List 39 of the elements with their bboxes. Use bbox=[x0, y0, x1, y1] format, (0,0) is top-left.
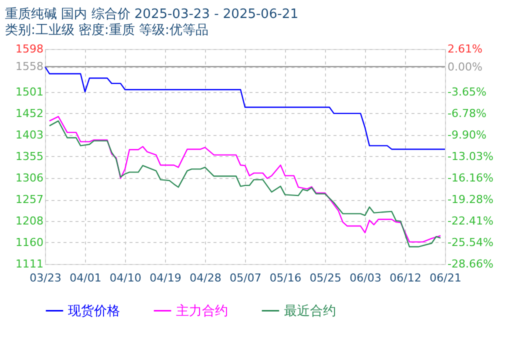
x-tick-label: 06/21 bbox=[430, 272, 462, 284]
y-tick-label: 1355 bbox=[16, 150, 44, 163]
legend-label: 现货价格 bbox=[68, 304, 120, 319]
y2-tick-label: -19.28% bbox=[448, 193, 494, 206]
line-series bbox=[44, 66, 446, 150]
x-tick-label: 04/01 bbox=[70, 272, 102, 284]
x-tick-label: 06/12 bbox=[390, 272, 422, 284]
y-tick-label: 1558 bbox=[16, 60, 44, 74]
x-tick-label: 03/23 bbox=[30, 272, 62, 284]
y-tick-label: 1208 bbox=[16, 214, 44, 228]
y-tick-label: 1403 bbox=[16, 128, 44, 142]
y-tick-label: 1598 bbox=[16, 42, 44, 56]
y-tick-label: 1257 bbox=[16, 193, 44, 206]
y-tick-label: 1111 bbox=[16, 258, 44, 270]
y2-tick-label: -6.78% bbox=[448, 107, 486, 120]
x-tick-label: 05/07 bbox=[230, 272, 262, 284]
y-tick-label: 1306 bbox=[16, 171, 44, 184]
y2-tick-label: -9.90% bbox=[448, 128, 486, 142]
x-tick-label: 06/03 bbox=[350, 272, 382, 284]
y2-tick-label: -25.54% bbox=[448, 236, 494, 250]
chart-title: 重质纯碱 国内 综合价 2025-03-23 - 2025-06-21 bbox=[5, 7, 298, 22]
legend-label: 主力合约 bbox=[176, 302, 228, 319]
x-tick-label: 04/19 bbox=[150, 272, 182, 284]
x-tick-label: 04/28 bbox=[190, 272, 222, 284]
y-tick-label: 1501 bbox=[16, 85, 44, 98]
y2-tick-label: 0.00% bbox=[448, 60, 482, 74]
y2-tick-label: -13.03% bbox=[448, 150, 494, 164]
y-tick-label: 1160 bbox=[16, 236, 44, 249]
y2-tick-label: -28.66% bbox=[448, 258, 494, 270]
y2-tick-label: 2.61% bbox=[448, 42, 482, 56]
x-tick-label: 05/25 bbox=[310, 272, 342, 284]
y2-tick-label: -3.65% bbox=[448, 86, 486, 99]
legend-label: 最近合约 bbox=[284, 304, 336, 319]
x-tick-label: 04/10 bbox=[110, 272, 142, 284]
chart-subtitle: 类别:工业级 密度:重质 等级:优等品 bbox=[5, 22, 208, 38]
y-tick-label: 1452 bbox=[16, 106, 44, 120]
y2-tick-label: -16.16% bbox=[448, 172, 494, 185]
y2-tick-label: -22.41% bbox=[448, 214, 494, 228]
x-tick-label: 05/16 bbox=[270, 272, 302, 284]
